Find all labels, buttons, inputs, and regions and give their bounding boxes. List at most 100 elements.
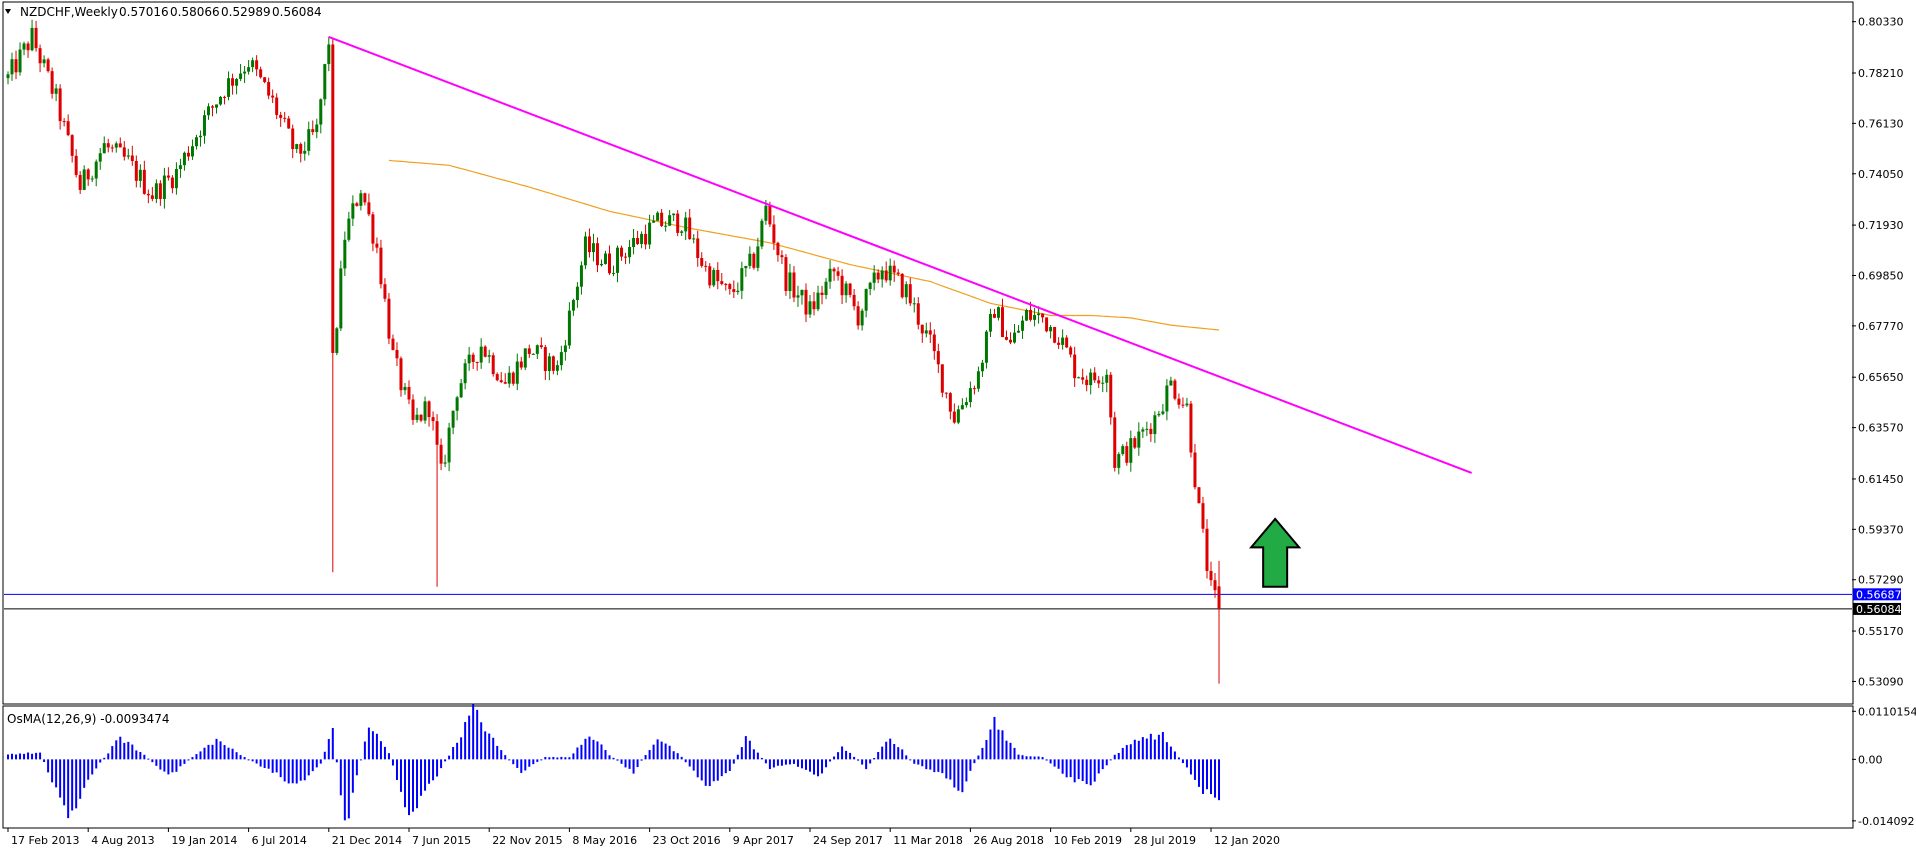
candle-body (287, 118, 291, 129)
osma-bar (135, 750, 138, 760)
osma-bar (432, 759, 435, 781)
candle-body (644, 233, 648, 245)
osma-bar (989, 729, 992, 760)
osma-bar (921, 759, 924, 767)
osma-bar (239, 755, 242, 760)
candle-body (182, 152, 186, 166)
osma-bar (616, 759, 619, 761)
osma-bar (780, 759, 783, 766)
osma-bar (1017, 754, 1020, 760)
candle-body (916, 303, 920, 325)
candle-body (587, 236, 591, 253)
candle-body (904, 284, 908, 298)
candle-body (1053, 327, 1057, 343)
candle-body (716, 269, 720, 282)
candle-body (1189, 403, 1193, 453)
osma-bar (315, 759, 318, 768)
candle-body (42, 59, 46, 64)
candle-body (106, 143, 110, 148)
osma-bar (464, 722, 467, 760)
price-tick-label: 0.57290 (1858, 574, 1904, 587)
osma-bar (748, 740, 751, 760)
candle-body (114, 143, 118, 148)
osma-bar (1097, 759, 1100, 774)
candle-body (259, 69, 263, 78)
candle-body (219, 96, 223, 105)
osma-bar (103, 757, 106, 760)
osma-bar (303, 759, 306, 781)
collapse-triangle-icon[interactable] (5, 9, 11, 14)
candle-body (988, 313, 992, 332)
osma-bar (684, 759, 687, 763)
osma-bar (299, 759, 302, 781)
candle-body (824, 281, 828, 295)
osma-bar (1149, 733, 1152, 760)
candle-body (1081, 377, 1085, 380)
osma-axis: 0.0110154 0.00 -0.014092 (1852, 705, 1916, 828)
osma-title: OsMA(12,26,9) -0.0093474 (7, 712, 169, 726)
osma-bar (500, 750, 503, 760)
candle-body (776, 242, 780, 256)
candle-body (62, 121, 66, 123)
candle-body (162, 175, 166, 199)
osma-bar (949, 759, 952, 780)
osma-bar (456, 742, 459, 760)
candle-body (848, 283, 852, 295)
osma-bar (1053, 759, 1056, 767)
osma-bar (1049, 759, 1052, 764)
candle-body (227, 78, 231, 97)
candle-body (391, 338, 395, 350)
osma-bar (480, 722, 483, 760)
candle-body (624, 256, 628, 258)
osma-bar (833, 756, 836, 760)
candle-body (295, 144, 299, 150)
osma-bar (829, 759, 832, 762)
osma-bar (1133, 739, 1136, 760)
up-arrow-annotation (1249, 517, 1302, 588)
candle-body (1201, 503, 1205, 529)
osma-bar (1161, 731, 1164, 760)
candle-body (1193, 452, 1197, 488)
candle-body (996, 307, 1000, 318)
candle-body (359, 193, 363, 206)
osma-bar (788, 759, 791, 765)
osma-bar (692, 759, 695, 771)
osma-bar (516, 759, 519, 768)
candle-body (419, 414, 423, 421)
osma-bar (183, 759, 186, 764)
candle-body (816, 292, 820, 310)
time-tick-label: 9 Apr 2017 (733, 834, 794, 847)
osma-bar (1037, 756, 1040, 760)
candle-body (984, 331, 988, 363)
osma-bar (792, 759, 795, 764)
candle-body (455, 397, 459, 411)
osma-bar (143, 754, 146, 760)
osma-bar (195, 754, 198, 760)
osma-bar (15, 754, 18, 760)
osma-bar (800, 759, 803, 769)
candle-body (1013, 332, 1017, 343)
osma-bar (371, 731, 374, 760)
candle-body (435, 421, 439, 445)
osma-bar (1218, 759, 1221, 801)
candle-body (1101, 382, 1105, 384)
osma-bar (444, 759, 447, 762)
candle-body (407, 386, 411, 400)
osma-bar (837, 752, 840, 760)
osma-bar (43, 759, 46, 763)
osma-bar (307, 759, 310, 776)
osma-bar (347, 759, 350, 819)
osma-bar (897, 747, 900, 760)
osma-bar (1117, 753, 1120, 760)
osma-bar (472, 704, 475, 760)
candle-body (864, 289, 868, 311)
price-tick-label: 0.78210 (1858, 67, 1904, 80)
osma-bar (1145, 738, 1148, 760)
candle-body (928, 330, 932, 335)
osma-bar (544, 756, 547, 760)
candle-body (38, 48, 42, 64)
candle-body (130, 155, 134, 162)
osma-bar (428, 759, 431, 784)
candle-body (832, 268, 836, 272)
osma-bar (71, 759, 74, 811)
